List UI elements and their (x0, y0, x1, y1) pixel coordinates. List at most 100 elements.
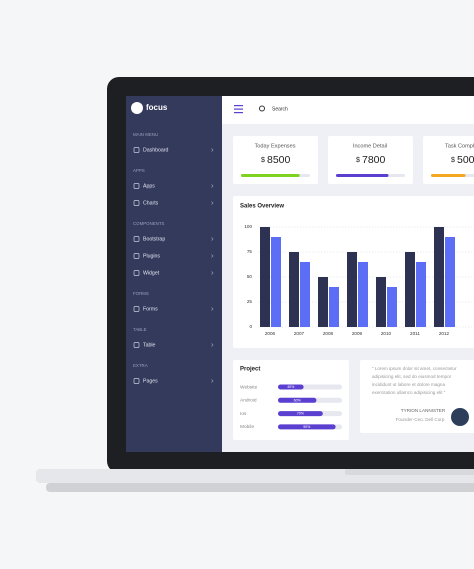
menu-heading: FORMS (133, 291, 149, 296)
y-tick-label: 75 (247, 249, 253, 254)
bar (445, 237, 455, 327)
project-bar (278, 397, 317, 403)
menu-icon (133, 253, 140, 259)
menu-heading: APPS (133, 168, 145, 173)
bar (271, 237, 281, 327)
card-title: Today Expenses (254, 143, 295, 149)
chevron (211, 343, 214, 347)
card-title: Task Completed (445, 143, 474, 149)
y-tick-label: 50 (247, 274, 253, 279)
author-role: Founder-Ceo. Dell Corp (396, 417, 445, 422)
x-tick-label: 2011 (410, 331, 420, 336)
menu-icon (133, 183, 140, 189)
menu-item[interactable]: Dashboard (143, 147, 168, 153)
bar (329, 287, 339, 327)
bar (318, 277, 328, 327)
y-tick-label: 0 (249, 324, 252, 329)
menu-toggle[interactable] (234, 105, 243, 114)
author-name: TYRION LANNISTER (401, 408, 446, 413)
menu-heading: TABLE (133, 327, 147, 332)
project-label: Ios (240, 411, 247, 417)
project-bar (278, 384, 304, 390)
chevron (211, 379, 214, 383)
progress-bar (241, 174, 300, 177)
menu-icon (133, 306, 140, 312)
chevron (211, 184, 214, 188)
stat-card (423, 136, 474, 184)
logo-icon (131, 102, 143, 114)
quote-line: “ Lorem ipsum dolor sit amet, consectetu… (372, 366, 457, 371)
progress-bar (336, 174, 389, 177)
card-value: 8500 (267, 154, 291, 166)
stat-card (233, 136, 318, 184)
chevron (211, 201, 214, 205)
menu-icon (133, 378, 140, 384)
project-label: Android (240, 398, 257, 404)
x-tick-label: 2009 (352, 331, 363, 336)
project-bar (278, 424, 336, 430)
menu-heading: COMPONENTS (133, 221, 165, 226)
card-title: Income Detail (353, 143, 387, 149)
menu-icon (133, 342, 140, 348)
card-currency: $ (451, 157, 455, 164)
search-box[interactable]: Search (272, 106, 288, 112)
quote-line: adipisicing elit, sed do eiusmod tempor (372, 374, 452, 379)
bar (376, 277, 386, 327)
chart-title: Sales Overview (240, 204, 284, 210)
project-value: 90% (303, 425, 311, 429)
laptop-lip (46, 483, 474, 492)
quote-line: incididunt ut labore et dolore magna (372, 382, 445, 387)
bar (260, 227, 270, 327)
project-value: 70% (297, 412, 305, 416)
x-tick-label: 2006 (265, 331, 276, 336)
bar (347, 252, 357, 327)
avatar (451, 408, 469, 426)
menu-item[interactable]: Pages (143, 378, 158, 384)
project-title: Project (240, 367, 260, 373)
card-value: 7800 (362, 154, 386, 166)
x-tick-label: 2010 (381, 331, 392, 336)
sidebar (126, 96, 222, 452)
stat-card (328, 136, 413, 184)
menu-item[interactable]: Widget (143, 270, 160, 276)
chevron (211, 271, 214, 275)
bar (300, 262, 310, 327)
menu-item[interactable]: Bootstrap (143, 236, 165, 242)
y-tick-label: 25 (247, 299, 253, 304)
menu-icon (133, 236, 140, 242)
card-currency: $ (261, 157, 265, 164)
menu-item[interactable]: Charts (143, 200, 159, 206)
x-tick-label: 2008 (323, 331, 334, 336)
project-label: Mobile (240, 424, 254, 430)
chevron (211, 307, 214, 311)
menu-icon (133, 200, 140, 206)
bar (387, 287, 397, 327)
menu-item[interactable]: Apps (143, 183, 155, 189)
menu-heading: MAIN MENU (133, 132, 158, 137)
y-tick-label: 100 (244, 224, 252, 229)
project-bar (278, 411, 323, 417)
bar (289, 252, 299, 327)
chevron (211, 237, 214, 241)
menu-icon (133, 270, 140, 276)
bar (358, 262, 368, 327)
x-tick-label: 2007 (294, 331, 305, 336)
project-value: 40% (287, 385, 295, 389)
menu-item[interactable]: Table (143, 342, 156, 348)
testimonial-card (360, 360, 474, 433)
bar (405, 252, 415, 327)
bar (416, 262, 426, 327)
x-tick-label: 2012 (439, 331, 450, 336)
menu-item[interactable]: Forms (143, 306, 158, 312)
project-value: 60% (294, 398, 302, 402)
progress-bar (431, 174, 466, 177)
menu-item[interactable]: Plugins (143, 253, 160, 259)
chevron (211, 254, 214, 258)
card-currency: $ (356, 157, 360, 164)
menu-icon (133, 147, 140, 153)
bar (434, 227, 444, 327)
menu-heading: EXTRA (133, 363, 148, 368)
